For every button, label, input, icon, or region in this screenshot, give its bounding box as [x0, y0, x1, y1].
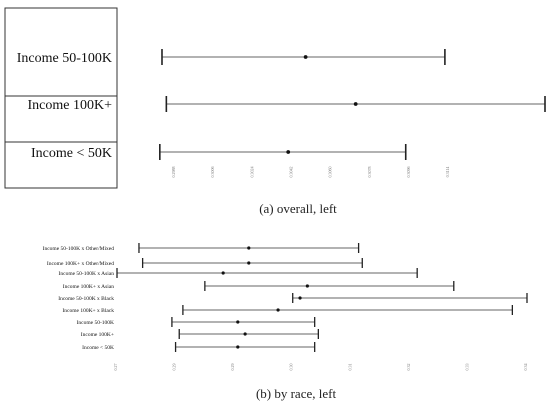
category-label: Income 50-100K — [17, 51, 112, 66]
point-estimate-marker — [243, 332, 247, 336]
label-box — [4, 7, 118, 189]
point-estimate-marker — [305, 284, 309, 288]
x-tick-label: 0.2988 — [171, 167, 176, 178]
x-tick-label: 0.3078 — [367, 167, 372, 178]
x-tick-label: 0.34 — [523, 364, 528, 371]
category-label: Income 50-100K x Asian — [59, 271, 115, 277]
point-estimate-marker — [221, 271, 225, 275]
category-label: Income < 50K — [82, 345, 114, 351]
x-tick-label: 0.3096 — [406, 167, 411, 178]
category-label: Income 100K+ x Other/Mixed — [47, 261, 114, 267]
category-label: Income 100K+ — [81, 332, 114, 338]
x-tick-label: 0.3006 — [210, 167, 215, 178]
category-label: Income < 50K — [31, 146, 112, 161]
point-estimate-marker — [286, 150, 291, 154]
x-tick-label: 0.3114 — [445, 167, 450, 178]
x-tick-label: 0.29 — [230, 364, 235, 371]
category-label: Income 100K+ — [28, 98, 113, 113]
x-tick-label: 0.3042 — [289, 167, 294, 178]
point-estimate-marker — [303, 55, 308, 59]
x-tick-label: 0.29 — [172, 364, 177, 371]
point-estimate-marker — [247, 246, 251, 250]
x-tick-label: 0.27 — [113, 364, 118, 371]
point-estimate-marker — [247, 261, 251, 265]
point-estimate-marker — [236, 320, 240, 324]
point-estimate-marker — [298, 296, 302, 300]
category-label: Income 50-100K x Other/Mixed — [43, 246, 115, 252]
chart-panel-overall: Income 50-100K Income 100K+ Income < 50K 0… — [4, 7, 546, 189]
category-label: Income 50-100K x Black — [58, 296, 114, 302]
category-label: Income 100K+ x Asian — [63, 284, 114, 290]
chart-panel-by-race: Income 50-100K x Other/Mixed Income 100K+… — [43, 243, 528, 371]
x-tick-label: 0.33 — [464, 364, 469, 371]
x-tick-label: 0.31 — [347, 364, 352, 371]
point-estimate-marker — [353, 102, 358, 106]
caption-bottom: (b) by race, left — [256, 386, 337, 401]
category-label: Income 100K+ x Black — [62, 308, 114, 314]
category-label: Income 50-100K — [77, 320, 114, 326]
x-tick-label: 0.3024 — [249, 167, 254, 178]
x-tick-label: 0.30 — [289, 364, 294, 371]
point-estimate-marker — [276, 308, 280, 312]
x-tick-label: 0.3060 — [328, 167, 333, 178]
x-tick-label: 0.32 — [406, 364, 411, 371]
caption-top: (a) overall, left — [259, 201, 337, 216]
point-estimate-marker — [236, 345, 240, 349]
